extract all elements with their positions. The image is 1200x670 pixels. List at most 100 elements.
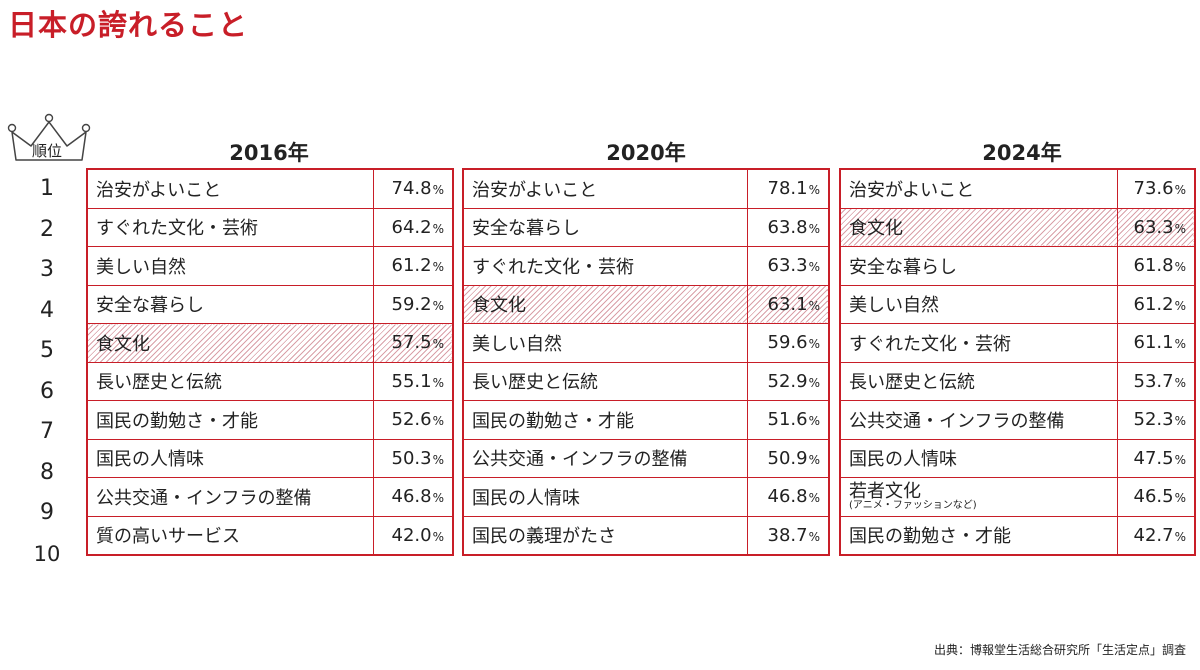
year-label-2016: 2016年: [229, 141, 309, 165]
value-number: 46.8: [391, 486, 432, 508]
percent-unit: %: [1174, 491, 1186, 506]
item-cell: 美しい自然: [86, 246, 374, 286]
item-cell: 安全な暮らし: [839, 246, 1118, 286]
table-row: 長い歴史と伝統 55.1%: [86, 361, 454, 401]
page-title: 日本の誇れること: [8, 8, 249, 42]
value-cell: 46.5%: [1116, 477, 1196, 517]
item-label: 食文化: [96, 333, 150, 355]
percent-unit: %: [808, 491, 820, 506]
rank-number: 4: [40, 297, 54, 323]
value-cell: 61.2%: [372, 246, 454, 286]
value-cell: 53.7%: [1116, 361, 1196, 401]
value-cell: 63.8%: [746, 207, 830, 247]
value-cell: 38.7%: [746, 515, 830, 556]
table-row: 公共交通・インフラの整備 46.8%: [86, 477, 454, 517]
table-row: 公共交通・インフラの整備 52.3%: [839, 400, 1196, 440]
item-label: 公共交通・インフラの整備: [96, 487, 312, 509]
source-note: 出典：博報堂生活総合研究所「生活定点」調査: [933, 643, 1186, 657]
item-label: 公共交通・インフラの整備: [472, 449, 688, 471]
table-row: 長い歴史と伝統 52.9%: [462, 361, 830, 401]
rank-number: 3: [40, 257, 54, 282]
rank-column: 1 2 3 4 5 6 7 8 9 10: [22, 169, 72, 574]
value-number: 73.6: [1133, 178, 1174, 200]
item-cell: 長い歴史と伝統: [462, 361, 748, 401]
percent-unit: %: [432, 183, 444, 198]
value-number: 53.7: [1133, 370, 1174, 392]
item-label: 食文化: [472, 295, 526, 317]
year-label-2020: 2020年: [606, 141, 686, 165]
item-cell: すぐれた文化・芸術: [86, 207, 374, 247]
value-number: 38.7: [767, 524, 808, 546]
value-cell: 46.8%: [372, 477, 454, 517]
item-label: 質の高いサービス: [96, 526, 240, 548]
percent-unit: %: [432, 452, 444, 467]
item-label: 国民の勤勉さ・才能: [849, 526, 1011, 548]
value-cell: 46.8%: [746, 477, 830, 517]
rank-number: 1: [40, 176, 54, 201]
item-cell: 公共交通・インフラの整備: [462, 438, 748, 478]
item-cell: 国民の勤勉さ・才能: [462, 400, 748, 440]
value-number: 78.1: [767, 178, 808, 200]
item-cell: 質の高いサービス: [86, 515, 374, 556]
item-label: 安全な暮らし: [849, 256, 957, 278]
value-cell: 57.5%: [372, 323, 454, 363]
ranking-table-2016: 治安がよいこと 74.8% すぐれた文化・芸術 64.2% 美しい自然 61.2% 安全な暮…: [86, 168, 454, 556]
value-number: 42.0: [391, 524, 432, 546]
percent-unit: %: [1174, 260, 1186, 275]
item-label: 治安がよいこと: [472, 179, 598, 201]
item-cell: 国民の人情味: [839, 438, 1118, 478]
table-row: 食文化 63.1%: [462, 284, 830, 324]
rank-number: 7: [40, 419, 54, 444]
value-number: 46.5: [1133, 486, 1174, 508]
table-row: 安全な暮らし 61.8%: [839, 246, 1196, 286]
percent-unit: %: [808, 414, 820, 429]
value-cell: 63.3%: [746, 246, 830, 286]
value-number: 59.2: [391, 293, 432, 315]
table-row: 質の高いサービス 42.0%: [86, 515, 454, 556]
table-row: 国民の勤勉さ・才能 52.6%: [86, 400, 454, 440]
ranking-table-2020: 治安がよいこと 78.1% 安全な暮らし 63.8% すぐれた文化・芸術 63.3% 食文化…: [462, 168, 830, 556]
value-cell: 47.5%: [1116, 438, 1196, 478]
table-row: 若者文化 (アニメ・ファッションなど) 46.5%: [839, 477, 1196, 517]
rank-number: 2: [40, 216, 54, 242]
item-cell: 治安がよいこと: [86, 168, 374, 209]
item-cell: 食文化: [839, 207, 1118, 247]
item-cell: 美しい自然: [839, 284, 1118, 324]
value-cell: 61.8%: [1116, 246, 1196, 286]
percent-unit: %: [808, 529, 820, 544]
item-label: 美しい自然: [472, 333, 562, 355]
item-label: 国民の人情味: [96, 449, 204, 471]
value-number: 63.3: [1133, 216, 1174, 238]
value-number: 63.1: [767, 293, 808, 315]
table-row: 国民の人情味 47.5%: [839, 438, 1196, 478]
value-cell: 64.2%: [372, 207, 454, 247]
item-cell: すぐれた文化・芸術: [462, 246, 748, 286]
item-label: 国民の人情味: [472, 487, 580, 509]
value-cell: 42.0%: [372, 515, 454, 556]
value-number: 47.5: [1133, 447, 1174, 469]
value-cell: 50.9%: [746, 438, 830, 478]
rank-header: 順位: [31, 142, 62, 160]
value-cell: 50.3%: [372, 438, 454, 478]
value-number: 61.8: [1133, 255, 1174, 277]
rank-number: 6: [40, 378, 54, 404]
rank-number: 9: [40, 500, 54, 525]
item-label: すぐれた文化・芸術: [849, 333, 1011, 355]
percent-unit: %: [1174, 529, 1186, 544]
value-cell: 78.1%: [746, 168, 830, 209]
value-cell: 63.3%: [1116, 207, 1196, 247]
percent-unit: %: [808, 221, 820, 236]
item-cell: 美しい自然: [462, 323, 748, 363]
item-label: 安全な暮らし: [472, 218, 580, 240]
value-number: 46.8: [767, 486, 808, 508]
item-cell: 若者文化 (アニメ・ファッションなど): [839, 477, 1118, 517]
item-cell: 公共交通・インフラの整備: [86, 477, 374, 517]
item-label: 公共交通・インフラの整備: [849, 410, 1065, 432]
table-row: 国民の人情味 50.3%: [86, 438, 454, 478]
table-row: 国民の義理がたさ 38.7%: [462, 515, 830, 556]
value-number: 55.1: [391, 370, 432, 392]
value-cell: 59.6%: [746, 323, 830, 363]
value-number: 52.6: [391, 409, 432, 431]
value-cell: 51.6%: [746, 400, 830, 440]
value-cell: 61.2%: [1116, 284, 1196, 324]
